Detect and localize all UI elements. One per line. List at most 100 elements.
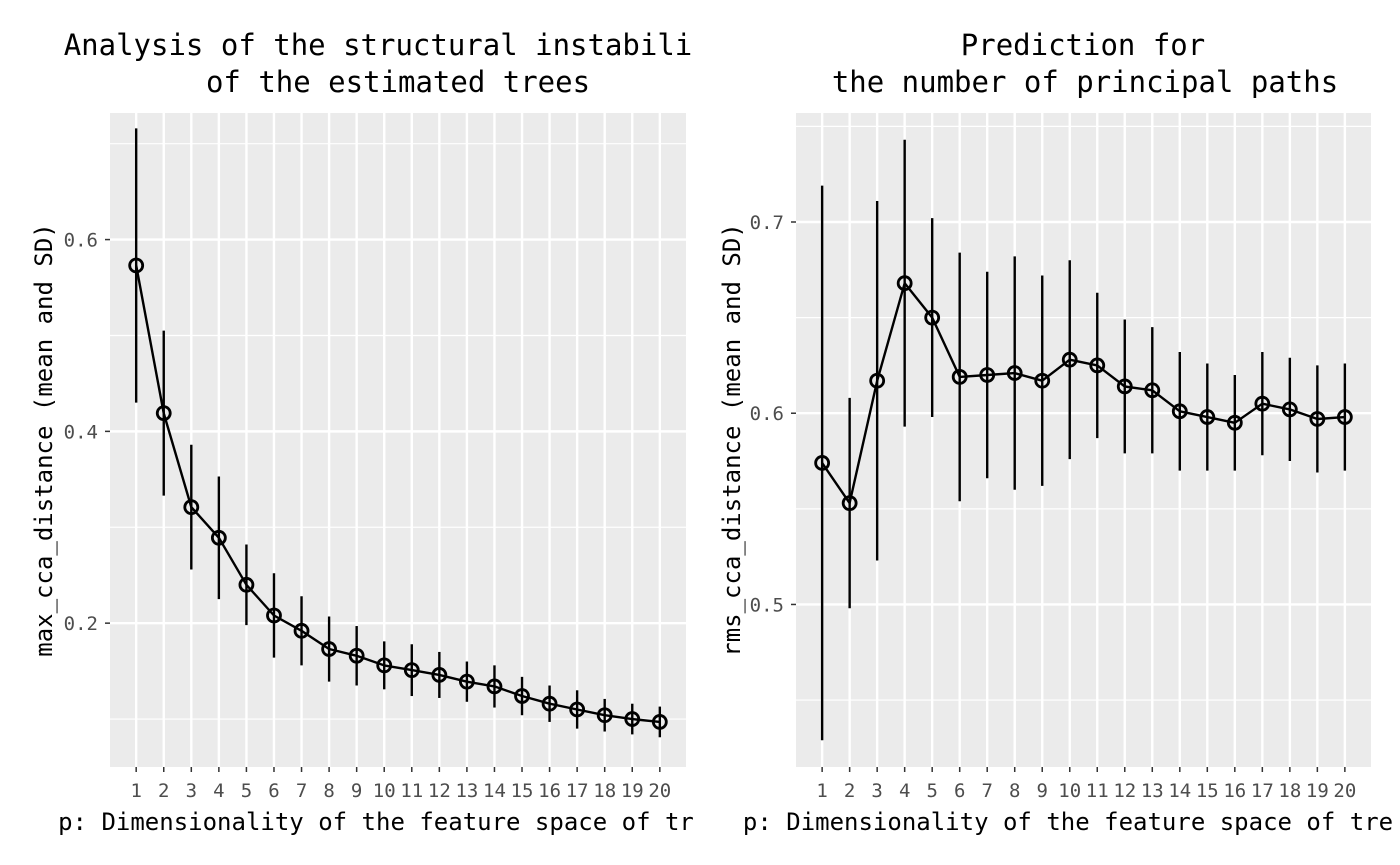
data-point bbox=[841, 495, 858, 512]
data-point bbox=[1116, 378, 1133, 395]
x-tick-label: 1 bbox=[130, 780, 141, 802]
right-panel-title-line-1: Prediction for bbox=[961, 28, 1205, 62]
x-tick-label: 17 bbox=[566, 780, 589, 802]
x-tick-label: 9 bbox=[1037, 780, 1048, 802]
data-point bbox=[651, 714, 668, 730]
data-point bbox=[596, 707, 613, 724]
x-tick-label: 7 bbox=[296, 780, 307, 802]
right-x-ticks: 1 2 3 4 5 6 7 8 9 10 11 12 13 14 15 16 17 18 19 20 bbox=[816, 767, 1356, 802]
x-tick-label: 18 bbox=[1278, 780, 1301, 802]
x-tick-label: 12 bbox=[1113, 780, 1136, 802]
x-tick-label: 13 bbox=[1141, 780, 1164, 802]
x-tick-label: 20 bbox=[1333, 780, 1356, 802]
left-panel: Analysis of the structural instabili of … bbox=[30, 28, 694, 836]
x-tick-label: 1 bbox=[816, 780, 827, 802]
x-tick-label: 16 bbox=[538, 780, 561, 802]
data-point bbox=[514, 688, 530, 704]
right-panel-title-line-2: the number of principal paths bbox=[832, 65, 1338, 99]
x-tick-label: 6 bbox=[954, 780, 965, 802]
x-tick-label: 3 bbox=[186, 780, 197, 802]
x-tick-label: 11 bbox=[400, 780, 423, 802]
data-point bbox=[431, 667, 448, 683]
x-tick-label: 20 bbox=[648, 780, 671, 802]
x-tick-label: 17 bbox=[1251, 780, 1274, 802]
data-point bbox=[183, 499, 200, 516]
x-tick-label: 8 bbox=[1009, 780, 1020, 802]
x-tick-label: 19 bbox=[621, 780, 644, 802]
data-point bbox=[458, 673, 475, 690]
data-point bbox=[155, 405, 172, 422]
data-point bbox=[403, 662, 420, 679]
x-tick-label: 8 bbox=[323, 780, 334, 802]
data-point bbox=[1034, 372, 1051, 389]
x-tick-label: 9 bbox=[351, 780, 362, 802]
x-tick-label: 7 bbox=[981, 780, 992, 802]
x-tick-label: 12 bbox=[428, 780, 451, 802]
data-point bbox=[924, 309, 941, 326]
data-point bbox=[1089, 357, 1106, 374]
data-point bbox=[1281, 401, 1298, 418]
x-tick-label: 13 bbox=[455, 780, 478, 802]
data-point bbox=[1336, 409, 1353, 425]
data-point bbox=[293, 622, 310, 639]
x-tick-label: 5 bbox=[241, 780, 252, 802]
left-gridlines bbox=[110, 113, 686, 767]
x-tick-label: 10 bbox=[373, 780, 396, 802]
x-tick-label: 19 bbox=[1306, 780, 1329, 802]
left-y-ticks: 0.2 0.4 0.6 bbox=[64, 230, 110, 635]
x-tick-label: 15 bbox=[511, 780, 534, 802]
x-tick-label: 3 bbox=[871, 780, 882, 802]
x-tick-label: 4 bbox=[213, 780, 224, 802]
data-point bbox=[348, 647, 365, 664]
left-panel-title-line-2: of the estimated trees bbox=[206, 65, 590, 99]
left-plot-background bbox=[110, 113, 686, 767]
y-tick-label: 0.6 bbox=[750, 403, 784, 425]
data-point bbox=[1199, 409, 1216, 425]
data-point bbox=[210, 529, 227, 546]
data-point bbox=[1309, 411, 1326, 427]
x-tick-label: 2 bbox=[158, 780, 169, 802]
right-plot-background bbox=[796, 113, 1371, 767]
left-x-axis-label: p: Dimensionality of the feature space o… bbox=[58, 808, 694, 836]
data-point bbox=[1171, 403, 1188, 420]
x-tick-label: 6 bbox=[268, 780, 279, 802]
x-tick-label: 11 bbox=[1086, 780, 1109, 802]
left-data-marks bbox=[128, 128, 668, 738]
data-point bbox=[1061, 351, 1078, 368]
x-tick-label: 15 bbox=[1196, 780, 1219, 802]
x-tick-label: 2 bbox=[844, 780, 855, 802]
data-point bbox=[569, 701, 586, 718]
series-line bbox=[135, 265, 660, 724]
data-point bbox=[541, 695, 558, 712]
right-y-ticks: 0.5 0.6 0.7 bbox=[750, 212, 796, 616]
data-point bbox=[896, 275, 913, 292]
right-panel: Prediction for the number of principal p… bbox=[718, 28, 1393, 836]
data-point bbox=[1254, 395, 1271, 412]
data-point bbox=[624, 711, 641, 727]
x-tick-label: 16 bbox=[1223, 780, 1246, 802]
data-point bbox=[1144, 382, 1161, 399]
left-panel-title-line-1: Analysis of the structural instabili bbox=[64, 28, 693, 62]
data-point bbox=[869, 372, 886, 389]
right-x-axis-label: p: Dimensionality of the feature space o… bbox=[743, 808, 1393, 836]
x-tick-label: 14 bbox=[483, 780, 506, 802]
left-y-axis-label: max_cca_distance (mean and SD) bbox=[30, 223, 58, 656]
x-tick-label: 14 bbox=[1168, 780, 1191, 802]
right-data-marks bbox=[814, 139, 1353, 741]
right-y-axis-label: rms_cca_distance (mean and SD) bbox=[718, 223, 746, 656]
data-point bbox=[979, 367, 996, 383]
x-tick-label: 5 bbox=[926, 780, 937, 802]
data-point bbox=[486, 678, 503, 695]
y-tick-label: 0.4 bbox=[64, 421, 98, 443]
x-tick-label: 10 bbox=[1058, 780, 1081, 802]
data-point bbox=[376, 657, 393, 674]
data-point bbox=[1006, 365, 1023, 381]
data-point bbox=[321, 641, 338, 657]
y-tick-label: 0.2 bbox=[64, 613, 98, 635]
x-tick-label: 4 bbox=[899, 780, 910, 802]
y-tick-label: 0.5 bbox=[750, 594, 784, 616]
data-point bbox=[951, 368, 968, 385]
y-tick-label: 0.7 bbox=[750, 212, 784, 234]
y-tick-label: 0.6 bbox=[64, 230, 98, 252]
